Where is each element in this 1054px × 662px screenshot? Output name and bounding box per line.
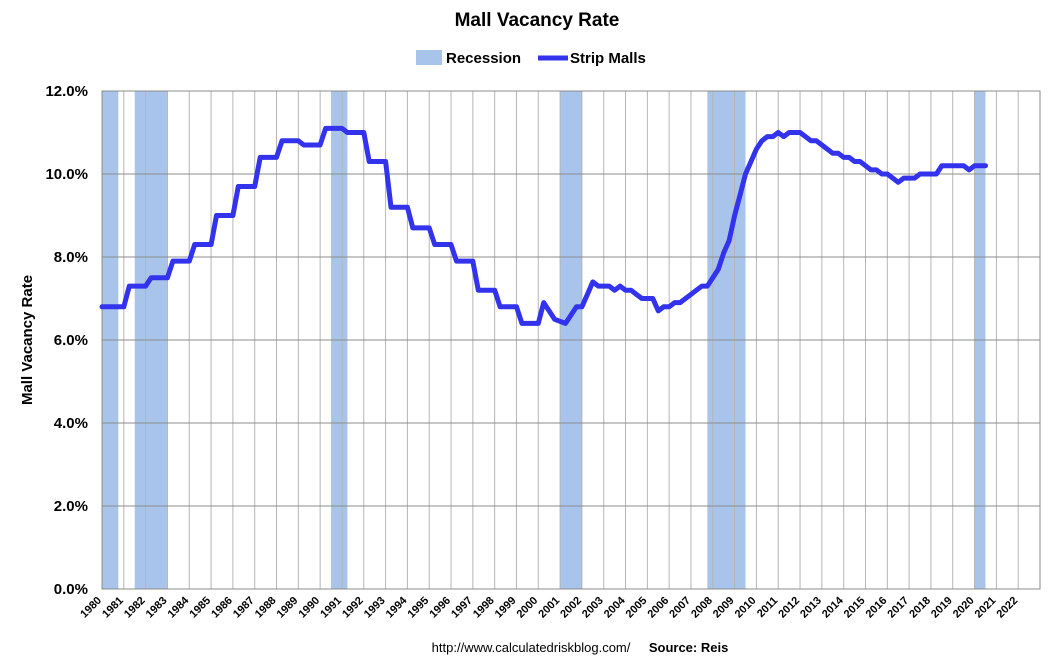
x-tick-label: 1987 <box>231 595 257 621</box>
plot-border <box>101 90 1041 590</box>
x-tick-label: 2014 <box>820 594 846 620</box>
x-tick-label: 1996 <box>427 595 453 621</box>
x-tick-label: 1997 <box>449 595 475 621</box>
x-tick-label: 1984 <box>166 594 192 620</box>
x-tick-label: 2016 <box>864 595 890 621</box>
legend: Recession Strip Malls <box>416 50 646 67</box>
x-tick-label: 2001 <box>536 595 562 621</box>
x-tick-label: 2007 <box>667 595 693 621</box>
x-tick-label: 2005 <box>624 595 650 621</box>
source-url: http://www.calculatedriskblog.com/ <box>432 640 631 655</box>
legend-swatch-recession <box>416 50 442 65</box>
series-lines <box>99 125 988 326</box>
y-tick-label: 10.0% <box>45 166 88 183</box>
x-tick-label: 1985 <box>187 595 213 621</box>
x-tick-label: 2020 <box>951 595 977 621</box>
x-tick-label: 2003 <box>580 595 606 621</box>
x-tick-label: 1993 <box>362 595 388 621</box>
x-tick-label: 1981 <box>100 595 126 621</box>
y-tick-label: 6.0% <box>54 332 88 349</box>
x-tick-label: 2012 <box>776 595 802 621</box>
x-tick-label: 2002 <box>558 595 584 621</box>
x-tick-label: 2013 <box>798 595 824 621</box>
x-tick-label: 2021 <box>973 595 999 621</box>
x-axis-ticks: 1980198119821983198419851986198719881989… <box>78 594 1020 620</box>
y-axis-label: Mall Vacancy Rate <box>19 275 36 405</box>
y-axis-ticks: 0.0% 2.0% 4.0% 6.0% 8.0% 10.0% 12.0% <box>45 83 88 598</box>
x-tick-label: 1988 <box>253 595 279 621</box>
source-credit: Source: Reis <box>649 640 728 655</box>
legend-label-recession: Recession <box>446 50 521 67</box>
series-line-strip-malls <box>99 125 988 326</box>
x-tick-label: 1986 <box>209 595 235 621</box>
x-tick-label: 2011 <box>755 595 780 620</box>
x-tick-label: 2017 <box>885 595 911 621</box>
x-tick-label: 1994 <box>384 594 410 620</box>
x-tick-label: 1995 <box>406 595 432 621</box>
x-tick-label: 1992 <box>340 595 366 621</box>
x-tick-label: 2018 <box>907 595 933 621</box>
y-tick-label: 4.0% <box>54 415 88 432</box>
y-tick-label: 2.0% <box>54 498 88 515</box>
x-tick-label: 2006 <box>645 595 671 621</box>
x-tick-label: 1982 <box>122 595 148 621</box>
x-tick-label: 2010 <box>733 595 759 621</box>
source-footer: http://www.calculatedriskblog.com/ Sourc… <box>432 639 729 656</box>
x-tick-label: 1991 <box>318 595 344 621</box>
x-tick-label: 2004 <box>602 594 628 620</box>
x-tick-label: 1989 <box>275 595 301 621</box>
legend-label-strip-malls: Strip Malls <box>570 50 646 67</box>
x-tick-label: 1998 <box>471 595 497 621</box>
x-tick-label: 2022 <box>995 595 1021 621</box>
chart-title: Mall Vacancy Rate <box>455 10 620 31</box>
x-tick-label: 1999 <box>493 595 519 621</box>
x-tick-label: 2009 <box>711 595 737 621</box>
x-tick-label: 1990 <box>296 595 322 621</box>
x-tick-label: 2015 <box>842 595 868 621</box>
x-tick-label: 1980 <box>78 595 104 621</box>
y-tick-label: 8.0% <box>54 249 88 266</box>
x-tick-label: 2000 <box>515 595 541 621</box>
x-tick-label: 2019 <box>929 595 955 621</box>
x-tick-label: 1983 <box>144 595 170 621</box>
y-tick-label: 0.0% <box>54 581 88 598</box>
x-tick-label: 2008 <box>689 595 715 621</box>
y-tick-label: 12.0% <box>45 83 88 100</box>
